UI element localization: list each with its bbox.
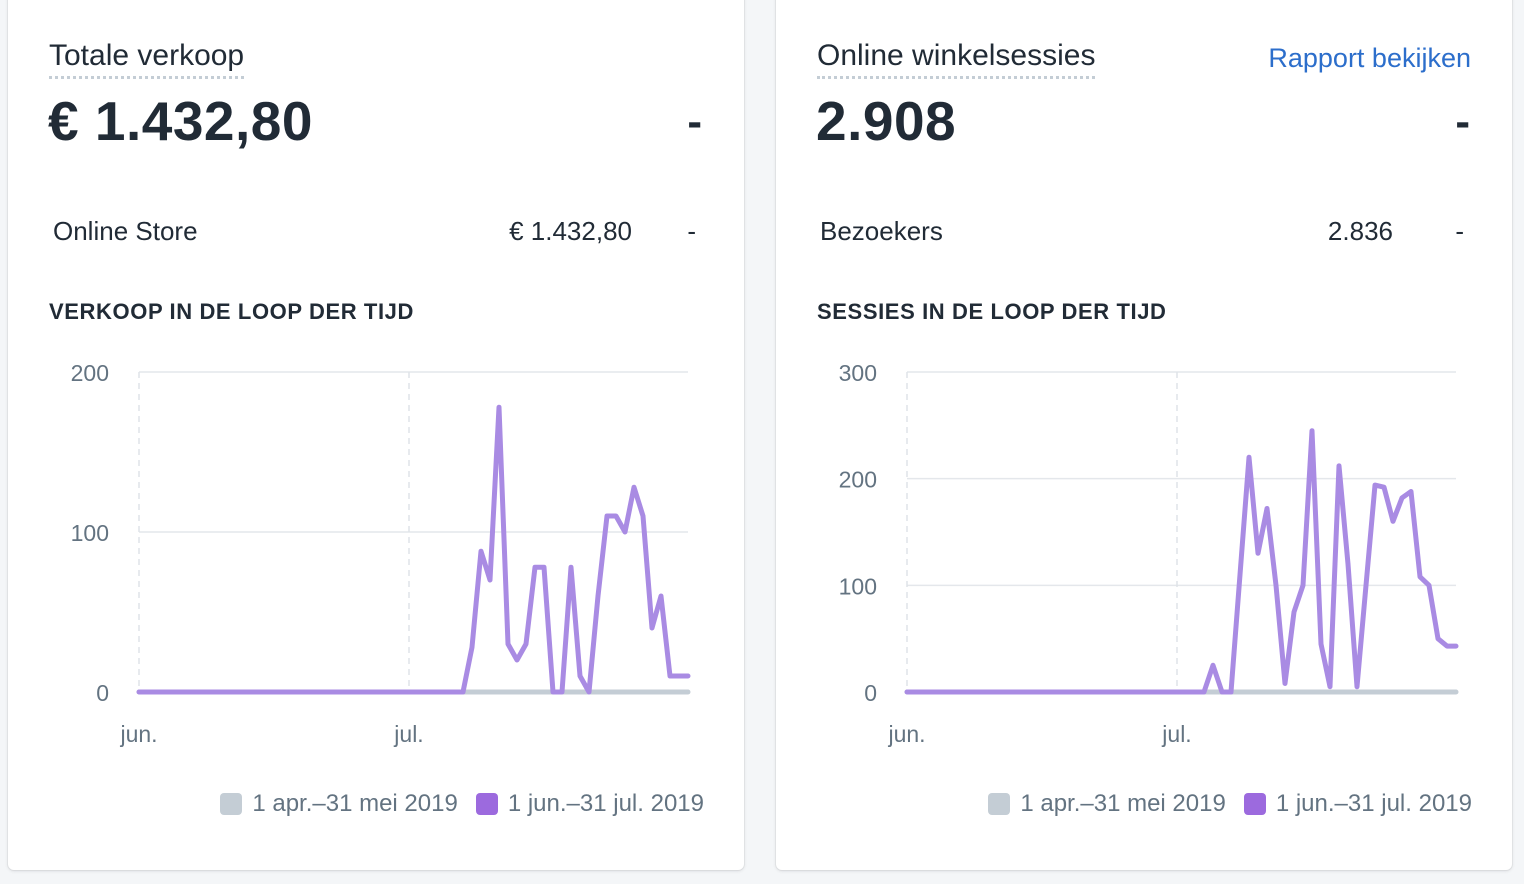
legend-label: 1 jun.–31 jul. 2019 <box>1275 790 1472 817</box>
visitors-label: Bezoekers <box>820 216 943 246</box>
total-sales-card: Totale verkoop € 1.432,80 - Online Store… <box>8 0 744 870</box>
sales-line-chart[interactable]: 0 100 200 jun. jul. <box>8 360 744 760</box>
legend-label: 1 apr.–31 mei 2019 <box>252 790 458 817</box>
card-title[interactable]: Online winkelsessies <box>817 40 1096 79</box>
y-tick-label: 200 <box>71 360 109 386</box>
legend-item-previous[interactable]: 1 apr.–31 mei 2019 <box>220 790 458 818</box>
total-sales-value: € 1.432,80 <box>48 90 313 152</box>
total-sales-change: - <box>687 97 702 146</box>
legend-label: 1 jun.–31 jul. 2019 <box>507 790 704 817</box>
channel-label: Online Store <box>53 216 198 246</box>
legend-item-previous[interactable]: 1 apr.–31 mei 2019 <box>988 790 1226 818</box>
x-tick-label: jul. <box>393 721 423 747</box>
chart-legend: 1 apr.–31 mei 2019 1 jun.–31 jul. 2019 <box>202 790 704 818</box>
series-line-current <box>136 404 691 695</box>
visitors-change: - <box>1455 216 1464 246</box>
y-tick-label: 0 <box>96 680 109 706</box>
online-sessions-card: Online winkelsessies Rapport bekijken 2.… <box>776 0 1512 870</box>
legend-swatch-icon <box>475 793 498 815</box>
legend-swatch-icon <box>220 793 243 815</box>
channel-change: - <box>687 216 696 246</box>
y-tick-label: 0 <box>864 680 877 706</box>
visitors-value: 2.836 <box>1327 216 1393 246</box>
sessions-line-chart[interactable]: 0 100 200 300 jun. jul. <box>776 360 1512 760</box>
legend-swatch-icon <box>988 793 1011 815</box>
legend-label: 1 apr.–31 mei 2019 <box>1020 790 1226 817</box>
y-tick-label: 300 <box>839 360 877 386</box>
channel-value: € 1.432,80 <box>509 216 632 246</box>
y-tick-label: 100 <box>71 520 109 546</box>
x-tick-label: jul. <box>1161 721 1191 747</box>
section-title: SESSIES IN DE LOOP DER TIJD <box>817 299 1167 324</box>
legend-swatch-icon <box>1243 793 1266 815</box>
section-title: VERKOOP IN DE LOOP DER TIJD <box>49 299 415 324</box>
view-report-link[interactable]: Rapport bekijken <box>1268 43 1471 73</box>
card-title[interactable]: Totale verkoop <box>49 40 245 79</box>
x-tick-label: jun. <box>887 721 925 747</box>
series-line-current <box>904 428 1459 695</box>
y-tick-label: 200 <box>839 467 877 493</box>
legend-item-current[interactable]: 1 jun.–31 jul. 2019 <box>1243 790 1472 818</box>
y-tick-label: 100 <box>839 573 877 599</box>
sessions-value: 2.908 <box>816 90 957 152</box>
chart-legend: 1 apr.–31 mei 2019 1 jun.–31 jul. 2019 <box>970 790 1472 818</box>
sessions-change: - <box>1455 97 1470 146</box>
legend-item-current[interactable]: 1 jun.–31 jul. 2019 <box>475 790 704 818</box>
x-tick-label: jun. <box>119 721 157 747</box>
